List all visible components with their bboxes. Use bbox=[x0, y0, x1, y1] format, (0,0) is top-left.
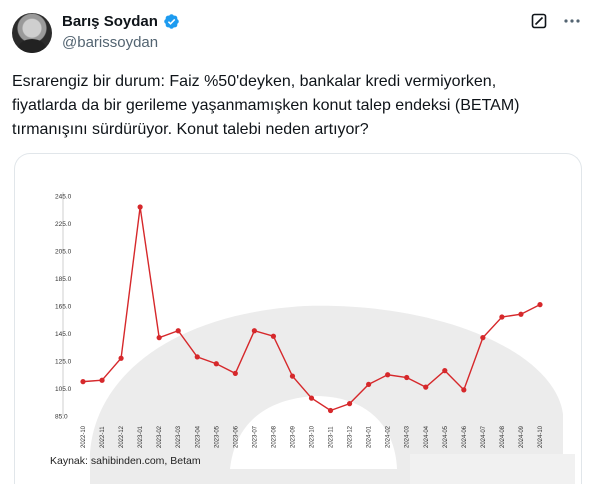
x-tick-label: 2023-02 bbox=[157, 425, 163, 448]
y-tick-label: 225.0 bbox=[55, 221, 72, 228]
author-handle[interactable]: @barissoydan bbox=[62, 34, 159, 51]
x-tick-label: 2024-10 bbox=[538, 425, 544, 448]
data-point bbox=[99, 377, 105, 383]
data-point bbox=[537, 302, 543, 308]
x-tick-label: 2024-05 bbox=[443, 425, 449, 448]
y-tick-label: 105.0 bbox=[55, 386, 72, 393]
x-tick-label: 2022-10 bbox=[81, 425, 87, 448]
data-point bbox=[518, 311, 524, 317]
data-point bbox=[289, 373, 296, 379]
x-tick-label: 2024-06 bbox=[462, 425, 468, 448]
data-point bbox=[366, 381, 372, 387]
tweet-text: Esrarengiz bir durum: Faiz %50'deyken, b… bbox=[12, 70, 582, 142]
x-tick-label: 2023-11 bbox=[329, 426, 335, 448]
data-point bbox=[80, 379, 86, 385]
data-point bbox=[194, 354, 200, 360]
data-point bbox=[461, 387, 467, 393]
x-tick-label: 2024-07 bbox=[481, 425, 487, 448]
data-point bbox=[423, 384, 429, 390]
x-tick-label: 2022-11 bbox=[100, 426, 106, 448]
y-tick-label: 125.0 bbox=[55, 359, 72, 366]
y-tick-label: 185.0 bbox=[55, 276, 72, 283]
tweet-text-line: Esrarengiz bir durum: Faiz %50'deyken, b… bbox=[12, 73, 497, 90]
x-tick-label: 2024-01 bbox=[367, 425, 373, 448]
data-point bbox=[118, 355, 124, 361]
x-tick-label: 2023-04 bbox=[195, 425, 201, 448]
data-point bbox=[232, 370, 238, 376]
x-tick-label: 2023-03 bbox=[176, 425, 182, 448]
tweet-actions-top bbox=[531, 12, 581, 30]
grok-icon[interactable] bbox=[531, 13, 547, 29]
y-tick-label: 165.0 bbox=[55, 304, 72, 311]
data-point bbox=[346, 401, 353, 407]
more-icon[interactable] bbox=[563, 12, 581, 30]
source-caption: Kaynak: sahibinden.com, Betam bbox=[50, 455, 201, 467]
x-tick-label: 2022-12 bbox=[119, 425, 125, 448]
author-name-row: Barış Soydan bbox=[62, 13, 180, 30]
x-tick-label: 2023-10 bbox=[310, 425, 316, 448]
x-tick-label: 2024-03 bbox=[405, 425, 411, 448]
x-tick-label: 2023-09 bbox=[290, 425, 296, 448]
data-point bbox=[251, 328, 257, 334]
y-tick-label: 145.0 bbox=[55, 331, 72, 338]
x-tick-label: 2023-08 bbox=[271, 425, 277, 448]
watermark-shape bbox=[89, 305, 575, 484]
x-tick-label: 2024-09 bbox=[519, 425, 525, 448]
data-point bbox=[480, 335, 486, 341]
x-tick-label: 2023-07 bbox=[252, 425, 258, 448]
y-tick-label: 85.0 bbox=[55, 414, 68, 421]
data-point bbox=[499, 314, 505, 320]
data-point bbox=[327, 407, 334, 414]
data-point bbox=[137, 204, 143, 210]
x-tick-label: 2024-04 bbox=[424, 425, 430, 448]
data-point bbox=[175, 328, 181, 334]
y-tick-label: 245.0 bbox=[55, 194, 72, 201]
x-tick-label: 2024-02 bbox=[386, 425, 392, 448]
data-point bbox=[308, 395, 315, 401]
data-point bbox=[442, 368, 448, 374]
data-point bbox=[156, 335, 162, 341]
data-point bbox=[213, 361, 219, 367]
x-tick-label: 2024-08 bbox=[500, 425, 506, 448]
y-tick-label: 205.0 bbox=[55, 249, 72, 256]
tweet-media[interactable]: 245.0 225.0 205.0 185.0 165.0 145.0 125.0 105.0… bbox=[14, 153, 582, 484]
tweet-text-line: tırmanışını sürdürüyor. Konut talebi ned… bbox=[12, 121, 369, 138]
data-point bbox=[404, 374, 410, 381]
data-point bbox=[385, 372, 391, 378]
line-chart: 245.0 225.0 205.0 185.0 165.0 145.0 125.0 105.0… bbox=[55, 192, 575, 484]
data-point bbox=[270, 333, 277, 339]
author-name[interactable]: Barış Soydan bbox=[62, 13, 158, 30]
avatar[interactable] bbox=[12, 13, 52, 53]
x-tick-label: 2023-06 bbox=[233, 425, 239, 448]
x-tick-label: 2023-01 bbox=[138, 425, 144, 448]
verified-badge-icon[interactable] bbox=[163, 13, 180, 30]
tweet-text-line: fiyatlarda da bir gerileme yaşanmamışken… bbox=[12, 97, 520, 114]
x-tick-label: 2023-12 bbox=[348, 425, 354, 448]
x-tick-label: 2023-05 bbox=[214, 425, 220, 448]
